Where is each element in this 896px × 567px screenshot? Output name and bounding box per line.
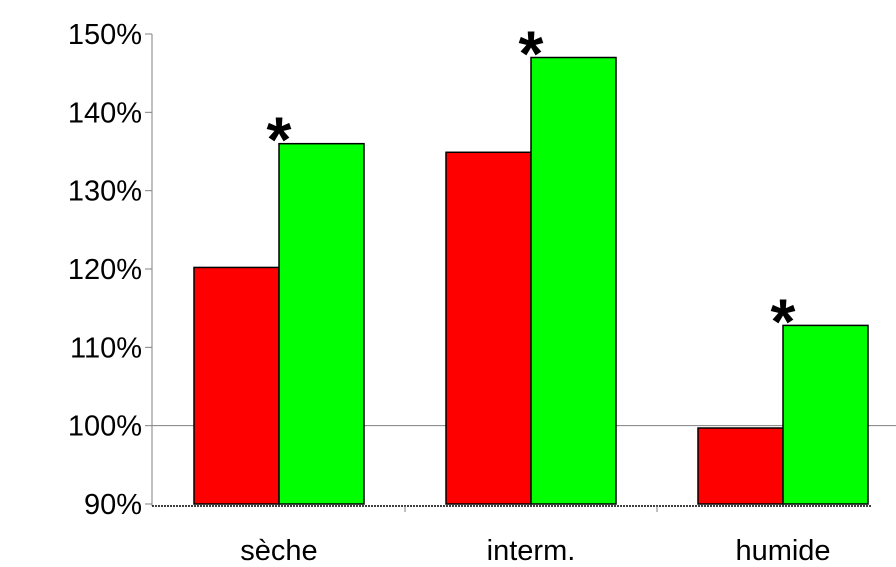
bar (278, 142, 365, 505)
bar (697, 427, 784, 505)
y-tick-label: 150% (68, 19, 142, 51)
x-category-label: sèche (240, 535, 317, 567)
x-category-label: humide (735, 535, 830, 567)
significance-asterisk: * (519, 18, 544, 90)
x-category-label: interm. (487, 535, 576, 567)
y-tick-label: 100% (68, 411, 142, 443)
bars-layer (193, 56, 869, 505)
significance-asterisk: * (267, 104, 292, 176)
y-tick-label: 140% (68, 97, 142, 129)
axis-layer: 90% 100% 110% 120% 130% 140% 150% (68, 19, 896, 521)
bar (445, 151, 532, 505)
y-tick-label: 90% (84, 489, 142, 521)
labels-layer: sèche interm. humide * * * (240, 18, 830, 567)
bar (530, 56, 617, 505)
significance-asterisk: * (771, 285, 796, 357)
bar (193, 266, 280, 505)
bar (782, 324, 869, 505)
y-tick-label: 130% (68, 176, 142, 208)
y-tick-label: 110% (70, 332, 142, 364)
y-tick-label: 120% (68, 254, 142, 286)
